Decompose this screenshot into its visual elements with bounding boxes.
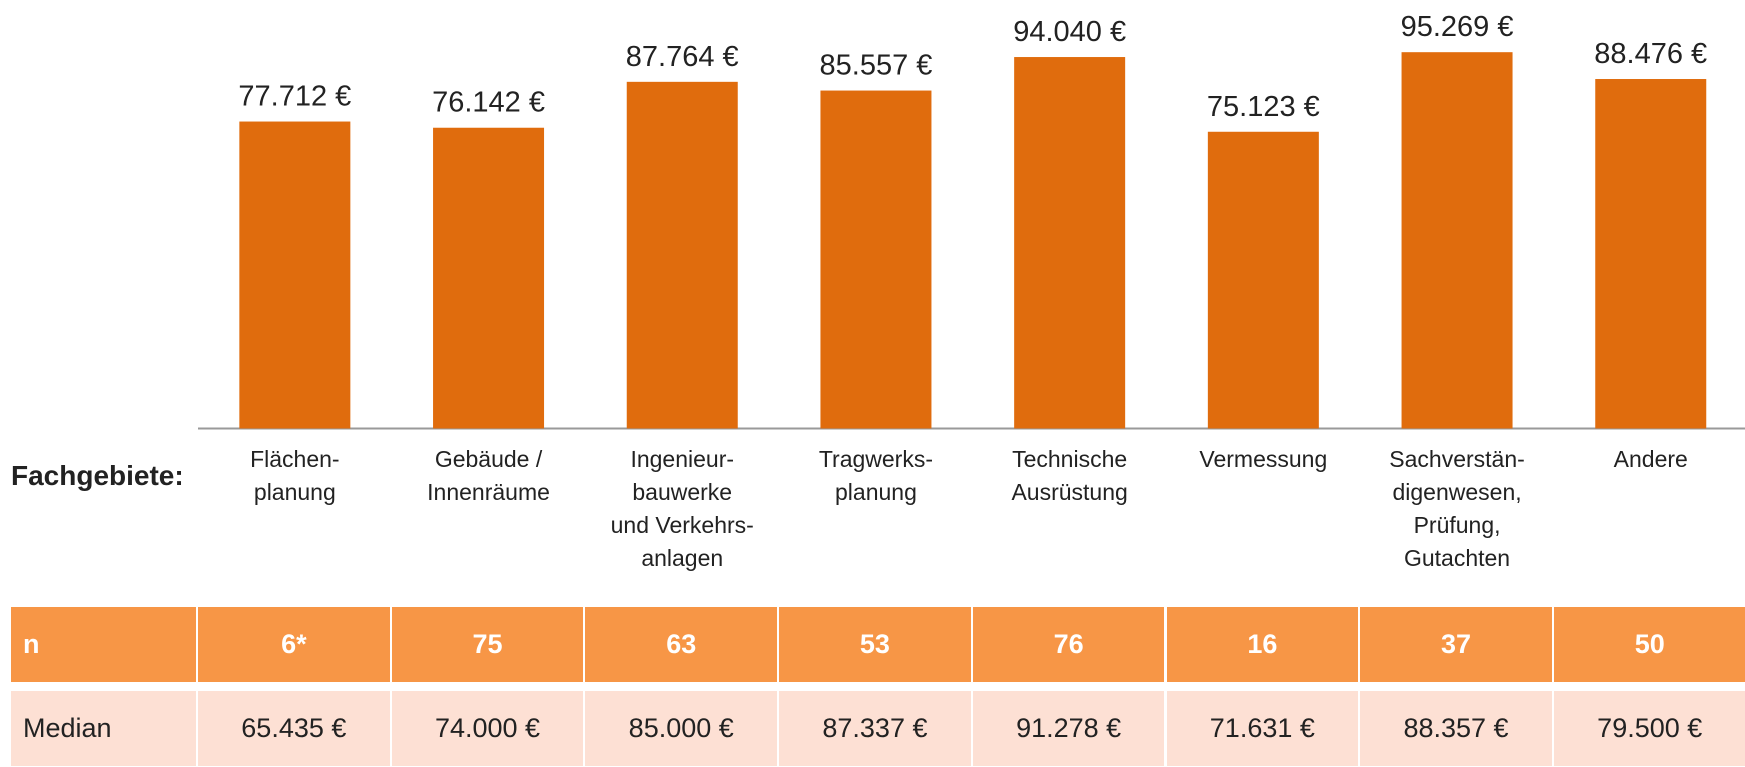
table-cell: 85.000 €: [585, 691, 778, 766]
bar: [433, 127, 545, 429]
table-cell: 91.278 €: [972, 691, 1165, 766]
value-label: 94.040 €: [1013, 16, 1126, 48]
table-cell: 79.500 €: [1553, 691, 1745, 766]
table-cell: 87.337 €: [779, 691, 971, 766]
value-label: 75.123 €: [1207, 91, 1320, 123]
table-cell: 16: [1166, 607, 1359, 682]
table-cell: 63: [585, 607, 778, 682]
table-cell: 53: [779, 607, 971, 682]
bar: [626, 81, 738, 429]
x-tick-label: Vermessung: [1199, 446, 1328, 472]
bar: [1207, 131, 1319, 429]
table-cell: 6*: [198, 607, 390, 682]
table-cell: 74.000 €: [391, 691, 584, 766]
table-cell: 37: [1360, 607, 1552, 682]
table-cell: n: [11, 607, 196, 682]
bar: [1595, 79, 1707, 429]
x-tick-label: Flächen- planung: [250, 446, 340, 505]
x-tick-label: Gebäude / Innenräume: [427, 446, 550, 505]
table-cell: 75: [391, 607, 584, 682]
table-cell: 76: [972, 607, 1165, 682]
value-label: 88.476 €: [1594, 38, 1707, 70]
x-axis-label: Fachgebiete:: [11, 460, 184, 491]
value-label: 87.764 €: [626, 41, 739, 73]
x-tick-label: Ingenieur- bauwerke und Verkehrs- anlage…: [610, 446, 754, 571]
value-label: 95.269 €: [1401, 11, 1514, 43]
bar: [1401, 52, 1513, 429]
bar: [820, 90, 932, 429]
bar: [1014, 57, 1126, 429]
value-label: 76.142 €: [432, 87, 545, 119]
table-cell: 88.357 €: [1360, 691, 1552, 766]
table-cell: 65.435 €: [198, 691, 390, 766]
table-cell: 50: [1553, 607, 1745, 682]
x-tick-label: Technische Ausrüstung: [1011, 446, 1128, 505]
x-tick-label: Andere: [1613, 446, 1688, 472]
x-tick-label: Tragwerks- planung: [818, 446, 934, 505]
bar: [239, 121, 351, 429]
x-tick-label: Sachverstän- digenwesen, Prüfung, Gutach…: [1389, 446, 1525, 571]
value-label: 85.557 €: [820, 50, 933, 82]
table-cell: Median: [11, 691, 196, 766]
table-cell: 71.631 €: [1166, 691, 1359, 766]
value-label: 77.712 €: [238, 81, 351, 113]
